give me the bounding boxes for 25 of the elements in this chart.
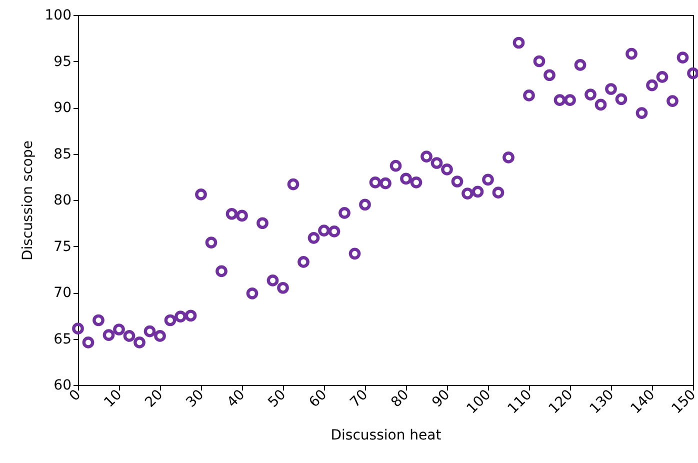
x-tick-label: 20	[142, 386, 166, 411]
y-tick-label: 80	[54, 192, 72, 208]
x-tick-label: 70	[347, 386, 372, 411]
x-tick-label: 140	[628, 386, 658, 418]
x-tick-label: 30	[183, 386, 208, 411]
x-tick-label: 10	[101, 386, 126, 411]
x-tick-label: 80	[388, 386, 412, 411]
x-tick-label: 130	[586, 386, 618, 418]
y-tick-label: 95	[54, 54, 72, 70]
x-tick-label: 100	[464, 386, 494, 418]
x-tick-label: 50	[265, 386, 290, 411]
x-axis-title: Discussion heat	[330, 427, 442, 444]
x-tick-label: 90	[429, 386, 454, 411]
y-tick-label: 100	[44, 8, 72, 24]
y-axis-title: Discussion scope	[20, 140, 36, 260]
y-tick-label: 70	[54, 285, 72, 301]
x-tick-label: 120	[546, 386, 576, 418]
x-tick-label: 40	[224, 386, 248, 411]
x-tick-label: 60	[306, 386, 330, 411]
x-tick-label: 150	[668, 386, 698, 418]
y-tick-label: 75	[54, 238, 72, 255]
y-tick-label: 65	[54, 331, 72, 348]
x-tick-label: 110	[504, 386, 536, 418]
y-tick-label: 85	[54, 146, 72, 162]
y-tick-label: 90	[54, 100, 72, 116]
